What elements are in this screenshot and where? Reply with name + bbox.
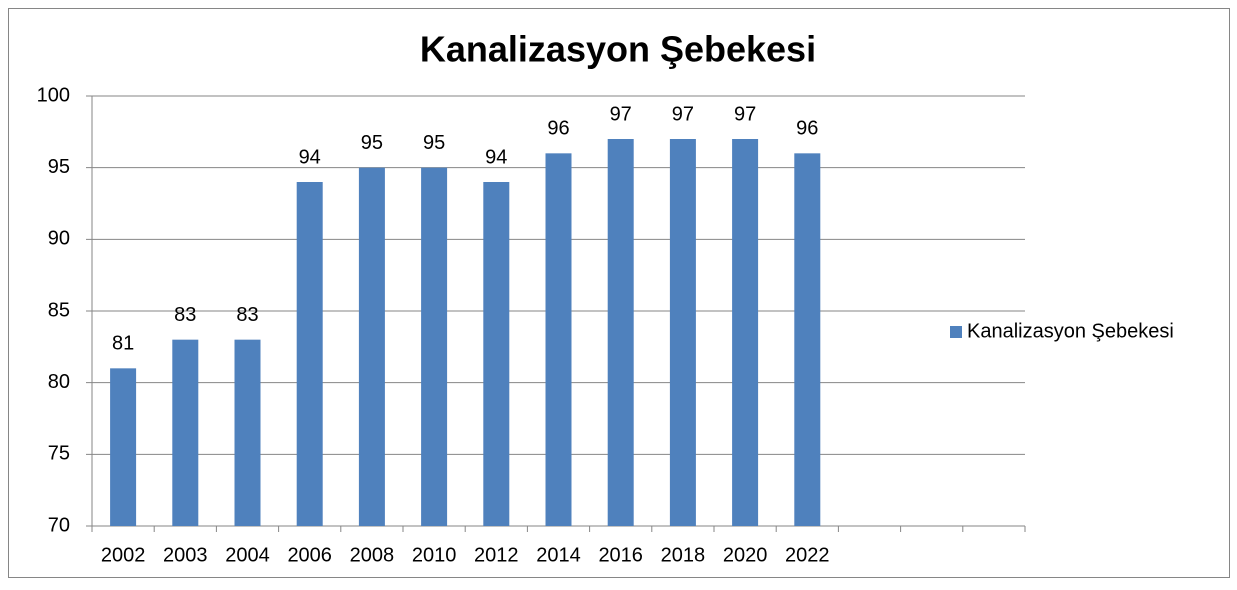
y-tick-label: 70 [48, 514, 70, 536]
data-label: 97 [672, 103, 694, 125]
data-label: 97 [610, 103, 632, 125]
data-label: 95 [423, 132, 445, 154]
bar [421, 167, 448, 526]
chart-title: Kanalizasyon Şebekesi [420, 29, 816, 70]
x-tick-label: 2022 [785, 544, 830, 566]
data-label: 96 [547, 118, 569, 140]
x-tick-label: 2012 [474, 544, 519, 566]
x-tick-label: 2010 [412, 544, 457, 566]
y-tick-label: 100 [37, 84, 70, 106]
x-tick-label: 2004 [225, 544, 270, 566]
bar [545, 153, 572, 527]
bar [172, 339, 199, 526]
bar [110, 368, 137, 526]
x-tick-label: 2016 [598, 544, 643, 566]
bar [358, 167, 385, 526]
y-tick-label: 80 [48, 371, 70, 393]
bar [483, 182, 510, 526]
x-tick-label: 2006 [287, 544, 332, 566]
data-label: 95 [361, 132, 383, 154]
bar [607, 139, 634, 526]
y-tick-label: 95 [48, 156, 70, 178]
x-tick-label: 2020 [723, 544, 768, 566]
x-tick-label: 2002 [101, 544, 146, 566]
legend-label: Kanalizasyon Şebekesi [967, 320, 1174, 342]
data-label: 97 [734, 103, 756, 125]
data-label: 96 [796, 118, 818, 140]
bar [794, 153, 821, 527]
data-label: 94 [485, 146, 507, 168]
x-tick-label: 2003 [163, 544, 208, 566]
x-tick-label: 2018 [661, 544, 706, 566]
x-tick-label: 2014 [536, 544, 581, 566]
legend-swatch [950, 326, 962, 338]
bar [234, 339, 261, 526]
y-tick-label: 75 [48, 443, 70, 465]
data-label: 94 [299, 146, 321, 168]
data-label: 83 [174, 304, 196, 326]
y-tick-label: 85 [48, 299, 70, 321]
y-tick-label: 90 [48, 228, 70, 250]
data-label: 83 [236, 304, 258, 326]
data-label: 81 [112, 333, 134, 355]
x-tick-label: 2008 [350, 544, 395, 566]
bar [296, 182, 323, 526]
bar [669, 139, 696, 526]
bar [732, 139, 759, 526]
